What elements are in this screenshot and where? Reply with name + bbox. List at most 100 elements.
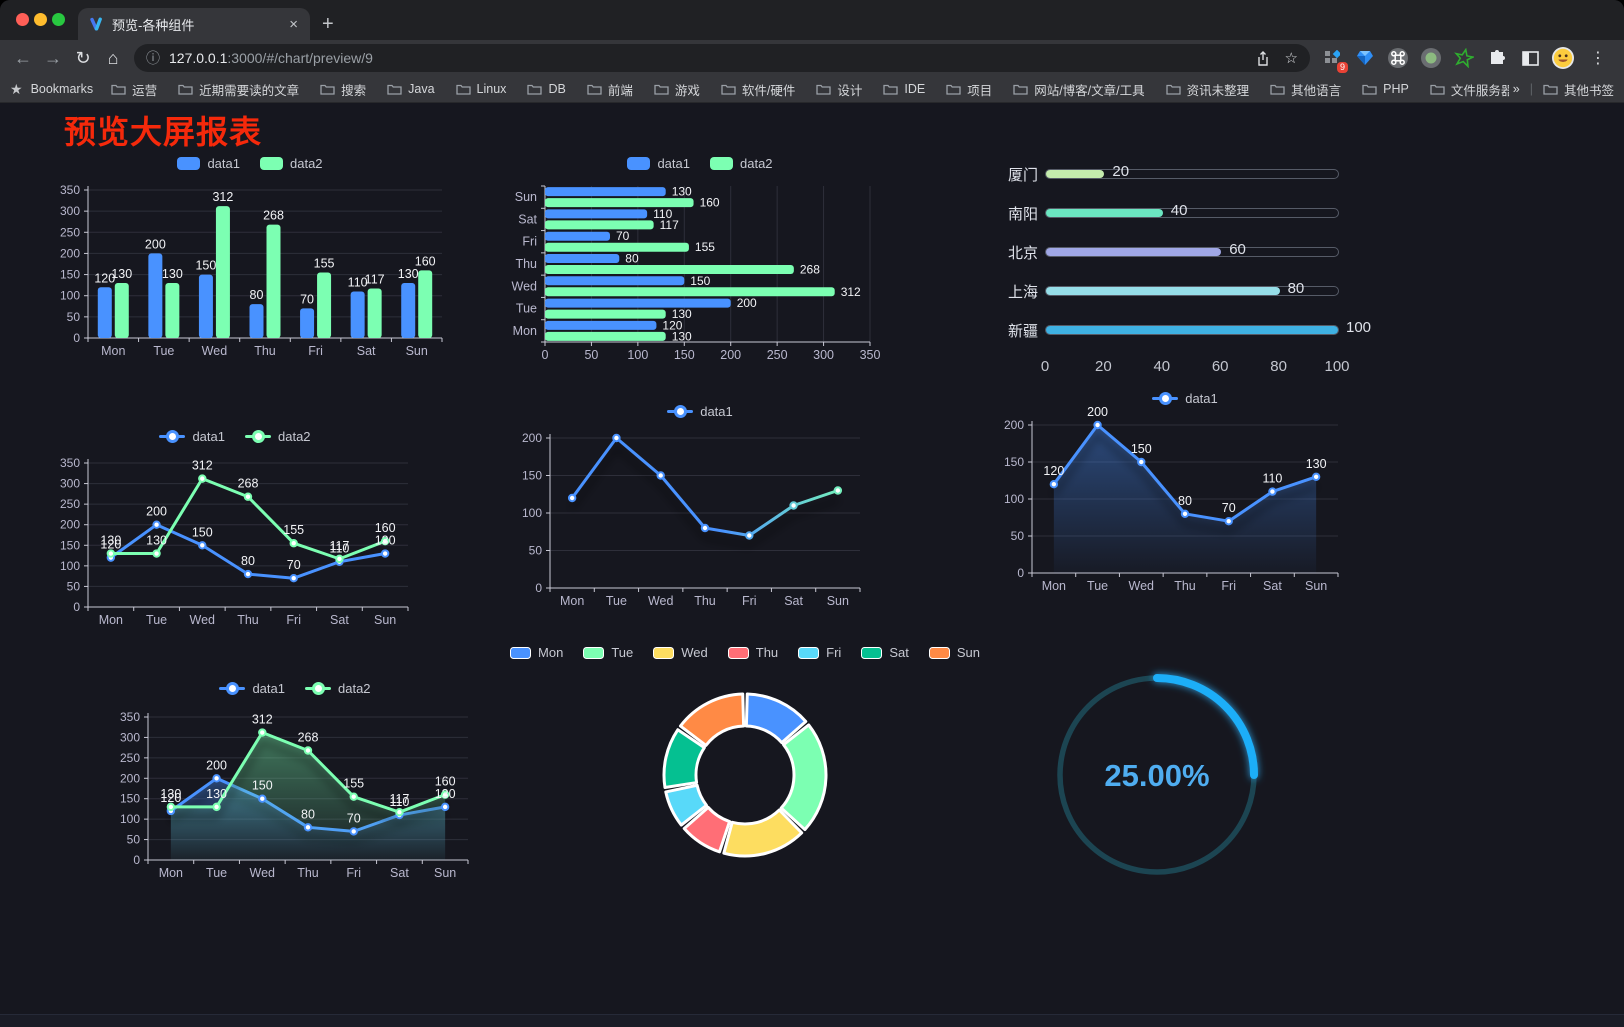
svg-text:200: 200 [206,758,227,772]
legend-item-data1[interactable]: data1 [627,156,690,171]
bookmark-item[interactable]: 搜索 [320,80,366,99]
other-bookmarks-button[interactable]: 其他书签 [1543,80,1614,99]
legend-item-Tue[interactable]: Tue [583,645,633,660]
legend-item-Sun[interactable]: Sun [928,645,980,660]
forward-button[interactable]: → [44,47,62,68]
bookmark-item[interactable]: DB [527,82,566,96]
svg-text:50: 50 [584,348,598,362]
share-icon[interactable] [1255,50,1271,67]
legend-swatch [260,157,283,170]
svg-text:Wed: Wed [648,594,674,607]
svg-text:0: 0 [1017,566,1024,580]
chart-progress-bars: 厦门 20 南阳 40 北京 60 上海 80 新疆 100 0 20 40 60 80 100 [990,152,1380,382]
legend-swatch [177,157,201,170]
legend-item-Wed[interactable]: Wed [653,645,708,660]
bookmarks-label[interactable]: Bookmarks [30,82,94,96]
fullscreen-window-button[interactable] [52,13,65,26]
chart-legend: data1 [990,391,1380,406]
chart-bar-vertical: data1 data2 0 50 100 150 200 250 300 350 Mon Tue Wed… [50,150,450,362]
bookmark-item[interactable]: PHP [1362,82,1409,96]
bookmark-item[interactable]: 前端 [587,80,633,99]
bookmark-item[interactable]: Linux [455,82,506,96]
svg-text:130: 130 [672,329,692,343]
svg-text:0: 0 [542,348,549,362]
progress-track [1045,247,1339,257]
svg-text:120: 120 [94,271,115,285]
site-info-icon[interactable]: ⓘ [146,50,160,66]
svg-text:Tue: Tue [206,866,227,880]
svg-text:Wed: Wed [202,344,228,358]
back-button[interactable]: ← [14,47,32,68]
progress-fill [1046,248,1222,256]
extension-command-icon[interactable] [1386,46,1410,70]
svg-text:200: 200 [1087,405,1108,419]
extension-grid-icon[interactable]: 9 [1320,46,1348,73]
legend-item-Thu[interactable]: Thu [727,645,778,660]
extensions-puzzle-icon[interactable] [1485,46,1509,70]
bookmark-item[interactable]: 近期需要读的文章 [178,80,299,99]
bookmark-label: 搜索 [341,83,367,98]
bookmark-item[interactable]: 资讯未整理 [1165,80,1249,99]
svg-text:130: 130 [146,534,167,548]
legend-item-Mon[interactable]: Mon [510,645,563,660]
bookmark-item[interactable]: 设计 [816,80,862,99]
browser-menu-icon[interactable]: ⋮ [1590,50,1606,67]
profile-avatar[interactable] [1551,46,1575,70]
svg-text:50: 50 [67,579,81,593]
bookmark-item[interactable]: 项目 [946,80,992,99]
bookmark-item[interactable]: Java [387,82,435,96]
extension-record-icon[interactable] [1419,46,1443,70]
svg-text:155: 155 [314,256,335,270]
browser-tab[interactable]: 预览-各种组件 × [78,8,310,40]
svg-text:70: 70 [1222,501,1236,515]
bookmark-item[interactable]: 运营 [111,80,157,99]
bookmark-item[interactable]: 文件服务器 [1430,80,1509,99]
extension-gem-icon[interactable] [1353,46,1377,70]
legend-swatch [667,405,694,418]
legend-item-data1[interactable]: data1 [667,404,733,419]
svg-text:100: 100 [120,812,140,826]
svg-text:Mon: Mon [99,613,123,627]
legend-item-data1[interactable]: data1 [177,156,240,171]
svg-text:312: 312 [252,713,273,727]
tab-close-icon[interactable]: × [289,15,298,33]
bookmarks-overflow-chevron[interactable]: » [1512,82,1520,96]
svg-text:100: 100 [60,559,80,573]
legend-item-data1[interactable]: data1 [1152,391,1218,406]
folder-icon [527,84,543,95]
url-bar[interactable]: ⓘ 127.0.0.1:3000/#/chart/preview/9 ☆ [134,44,1310,72]
svg-text:Mon: Mon [101,344,125,358]
legend-item-data2[interactable]: data2 [245,429,311,444]
close-window-button[interactable] [16,13,29,26]
legend-label: data2 [278,429,311,444]
bookmark-item[interactable]: 软件/硬件 [721,80,795,99]
svg-text:200: 200 [1004,418,1024,432]
legend-item-data1[interactable]: data1 [159,429,225,444]
legend-swatch [219,682,246,695]
svg-text:268: 268 [238,477,259,491]
home-button[interactable]: ⌂ [107,47,119,68]
bookmark-item[interactable]: 其他语言 [1270,80,1341,99]
bookmark-item[interactable]: IDE [883,82,925,96]
bookmark-item[interactable]: 游戏 [654,80,700,99]
folder-icon [387,84,402,95]
legend-item-data1[interactable]: data1 [219,681,285,696]
svg-text:300: 300 [813,348,834,362]
side-panel-icon[interactable] [1518,46,1542,70]
reload-button[interactable]: ↻ [75,47,91,68]
svg-text:130: 130 [206,787,227,801]
legend-item-Fri[interactable]: Fri [798,645,841,660]
new-tab-button[interactable]: + [322,13,334,35]
svg-text:Fri: Fri [522,235,537,249]
minimize-window-button[interactable] [34,13,47,26]
svg-text:Wed: Wed [190,613,216,627]
legend-item-Sat[interactable]: Sat [861,645,909,660]
bookmark-star-icon[interactable]: ☆ [1284,50,1298,67]
legend-item-data2[interactable]: data2 [710,156,773,171]
extension-star-icon[interactable] [1452,46,1476,70]
tab-favicon [90,17,102,31]
legend-item-data2[interactable]: data2 [260,156,323,171]
legend-item-data2[interactable]: data2 [305,681,371,696]
svg-text:150: 150 [195,259,216,273]
bookmark-item[interactable]: 网站/博客/文章/工具 [1013,80,1145,99]
